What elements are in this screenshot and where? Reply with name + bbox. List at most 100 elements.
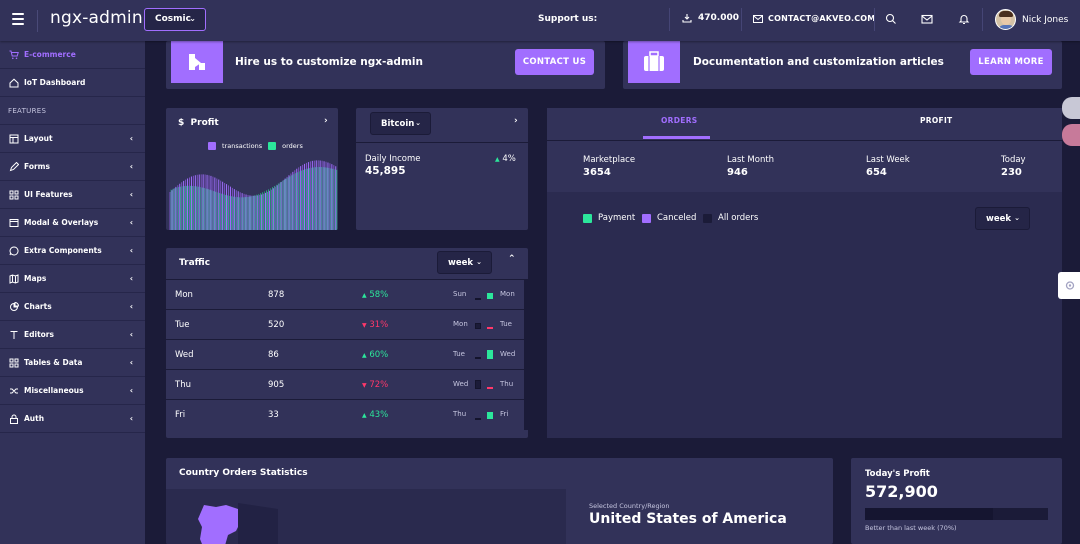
sidebar-item-label: UI Features — [24, 190, 73, 199]
menu-icon[interactable] — [12, 13, 24, 27]
support-label: Support us: — [538, 14, 598, 24]
bell-icon[interactable] — [958, 13, 970, 25]
legend-swatch — [703, 213, 712, 223]
chevron-down-icon: ⌄ — [415, 119, 421, 127]
sidebar-item-forms[interactable]: Forms ‹ — [0, 153, 145, 181]
lock-icon — [10, 414, 18, 424]
map-alaska-shape[interactable] — [166, 489, 566, 544]
stat-label: Last Week — [866, 155, 910, 165]
sidebar-item-miscellaneous[interactable]: Miscellaneous ‹ — [0, 377, 145, 405]
chevron-left-icon: ‹ — [129, 358, 133, 367]
traffic-cur-bar — [487, 293, 493, 299]
email-icon — [753, 14, 763, 23]
sidebar-item-label: Forms — [24, 162, 50, 171]
sidebar-item-tables-data[interactable]: Tables & Data ‹ — [0, 349, 145, 377]
table-row: Tue 520 ▼ 31% Mon Tue — [166, 309, 528, 339]
currency-select-value: Bitcoin — [381, 119, 415, 129]
traffic-prev-bar — [475, 418, 481, 420]
layout-switch-tab[interactable] — [1062, 97, 1080, 119]
orders-period-select[interactable]: week ⌄ — [975, 207, 1030, 230]
orders-summary — [547, 108, 1062, 192]
sidebar-item-label: Charts — [24, 302, 52, 311]
chevron-left-icon: ‹ — [129, 190, 133, 199]
stat-label: Last Month — [727, 155, 775, 165]
search-icon[interactable] — [885, 13, 897, 25]
header-divider — [669, 8, 670, 31]
currency-select[interactable]: Bitcoin ⌄ — [370, 112, 431, 135]
traffic-cur-day: Wed — [500, 350, 516, 358]
traffic-prev-day: Wed — [453, 380, 469, 388]
sidebar-item-e-commerce[interactable]: E-commerce — [0, 41, 145, 69]
sidebar-item-editors[interactable]: Editors ‹ — [0, 321, 145, 349]
chevron-right-icon[interactable]: › — [514, 116, 518, 126]
sidebar-item-extra-components[interactable]: Extra Components ‹ — [0, 237, 145, 265]
contact-link[interactable]: CONTACT@AKVEO.COM — [753, 14, 875, 23]
legend-swatch — [642, 213, 651, 223]
arrow-up-icon: ▲ — [362, 352, 367, 359]
app-logo[interactable]: ngx-admin — [50, 8, 143, 28]
traffic-prev-day: Tue — [453, 350, 465, 358]
settings-tab[interactable] — [1058, 272, 1080, 299]
traffic-period-select[interactable]: week ⌄ — [437, 251, 492, 274]
chevron-up-icon[interactable]: ⌃ — [508, 254, 516, 264]
traffic-cur-bar — [487, 350, 493, 359]
divider — [356, 142, 528, 143]
mail-icon[interactable] — [921, 13, 933, 25]
sidebar-item-iot-dashboard[interactable]: IoT Dashboard — [0, 69, 145, 97]
sidebar-item-maps[interactable]: Maps ‹ — [0, 265, 145, 293]
scrollbar[interactable] — [524, 280, 528, 430]
sidebar-item-label: Layout — [24, 134, 53, 143]
legend-payment: Payment — [583, 213, 635, 223]
stat-label: Today — [1001, 155, 1026, 165]
arrow-down-icon: ▼ — [362, 322, 367, 329]
sidebar-item-label: IoT Dashboard — [24, 78, 86, 87]
stat-value: 3654 — [583, 167, 611, 178]
avatar[interactable] — [995, 9, 1016, 30]
map-icon — [9, 273, 19, 284]
legend-label: Payment — [598, 213, 636, 223]
profit-card[interactable]: $ Profit › transactions orders — [166, 108, 338, 230]
sidebar-item-charts[interactable]: Charts ‹ — [0, 293, 145, 321]
sidebar-item-ui-features[interactable]: UI Features ‹ — [0, 181, 145, 209]
contact-us-button[interactable]: CONTACT US — [515, 49, 594, 75]
user-menu[interactable]: Nick Jones — [995, 9, 1068, 30]
contact-email: CONTACT@AKVEO.COM — [768, 14, 876, 23]
traffic-delta-value: 43% — [369, 410, 389, 420]
pie-chart-icon — [10, 301, 19, 311]
stat-value: 946 — [727, 167, 748, 178]
daily-income-value: 45,895 — [365, 165, 406, 177]
chevron-left-icon: ‹ — [129, 218, 133, 227]
traffic-prev-day: Sun — [453, 290, 467, 298]
table-row: Thu 905 ▼ 72% Wed Thu — [166, 369, 528, 399]
traffic-cur-day: Fri — [500, 410, 509, 418]
income-change: ▲ 4% — [495, 154, 516, 164]
selected-country-name: United States of America — [589, 511, 787, 527]
sidebar-item-label: Maps — [24, 274, 47, 283]
sidebar-item-modal-overlays[interactable]: Modal & Overlays ‹ — [0, 209, 145, 237]
grid-icon — [9, 358, 19, 367]
table-row: Fri 33 ▲ 43% Thu Fri — [166, 399, 528, 429]
chevron-right-icon[interactable]: › — [324, 116, 328, 126]
header-divider — [982, 8, 983, 31]
edit-icon — [9, 161, 19, 171]
world-map[interactable] — [166, 489, 566, 544]
header-divider — [741, 8, 742, 31]
learn-more-button[interactable]: LEARN MORE — [970, 49, 1052, 75]
browser-icon — [9, 218, 19, 227]
legend-label: All orders — [718, 213, 759, 223]
sidebar-item-auth[interactable]: Auth ‹ — [0, 405, 145, 433]
profit-chart — [169, 160, 338, 230]
tab-active-indicator — [643, 136, 710, 139]
theme-switch-tab[interactable] — [1062, 124, 1080, 146]
tab-profit[interactable]: PROFIT — [920, 116, 953, 125]
traffic-prev-bar — [475, 380, 481, 389]
arrow-up-icon: ▲ — [495, 156, 500, 163]
divider — [547, 140, 1062, 141]
sidebar-item-layout[interactable]: Layout ‹ — [0, 125, 145, 153]
sidebar-item-label: Auth — [24, 414, 45, 423]
tab-orders[interactable]: ORDERS — [661, 116, 698, 125]
theme-select[interactable]: Cosmic ⌄ — [144, 8, 206, 31]
text-icon — [10, 330, 18, 339]
design-icon — [171, 41, 223, 83]
downloads-link[interactable]: 470.000 — [682, 13, 739, 23]
